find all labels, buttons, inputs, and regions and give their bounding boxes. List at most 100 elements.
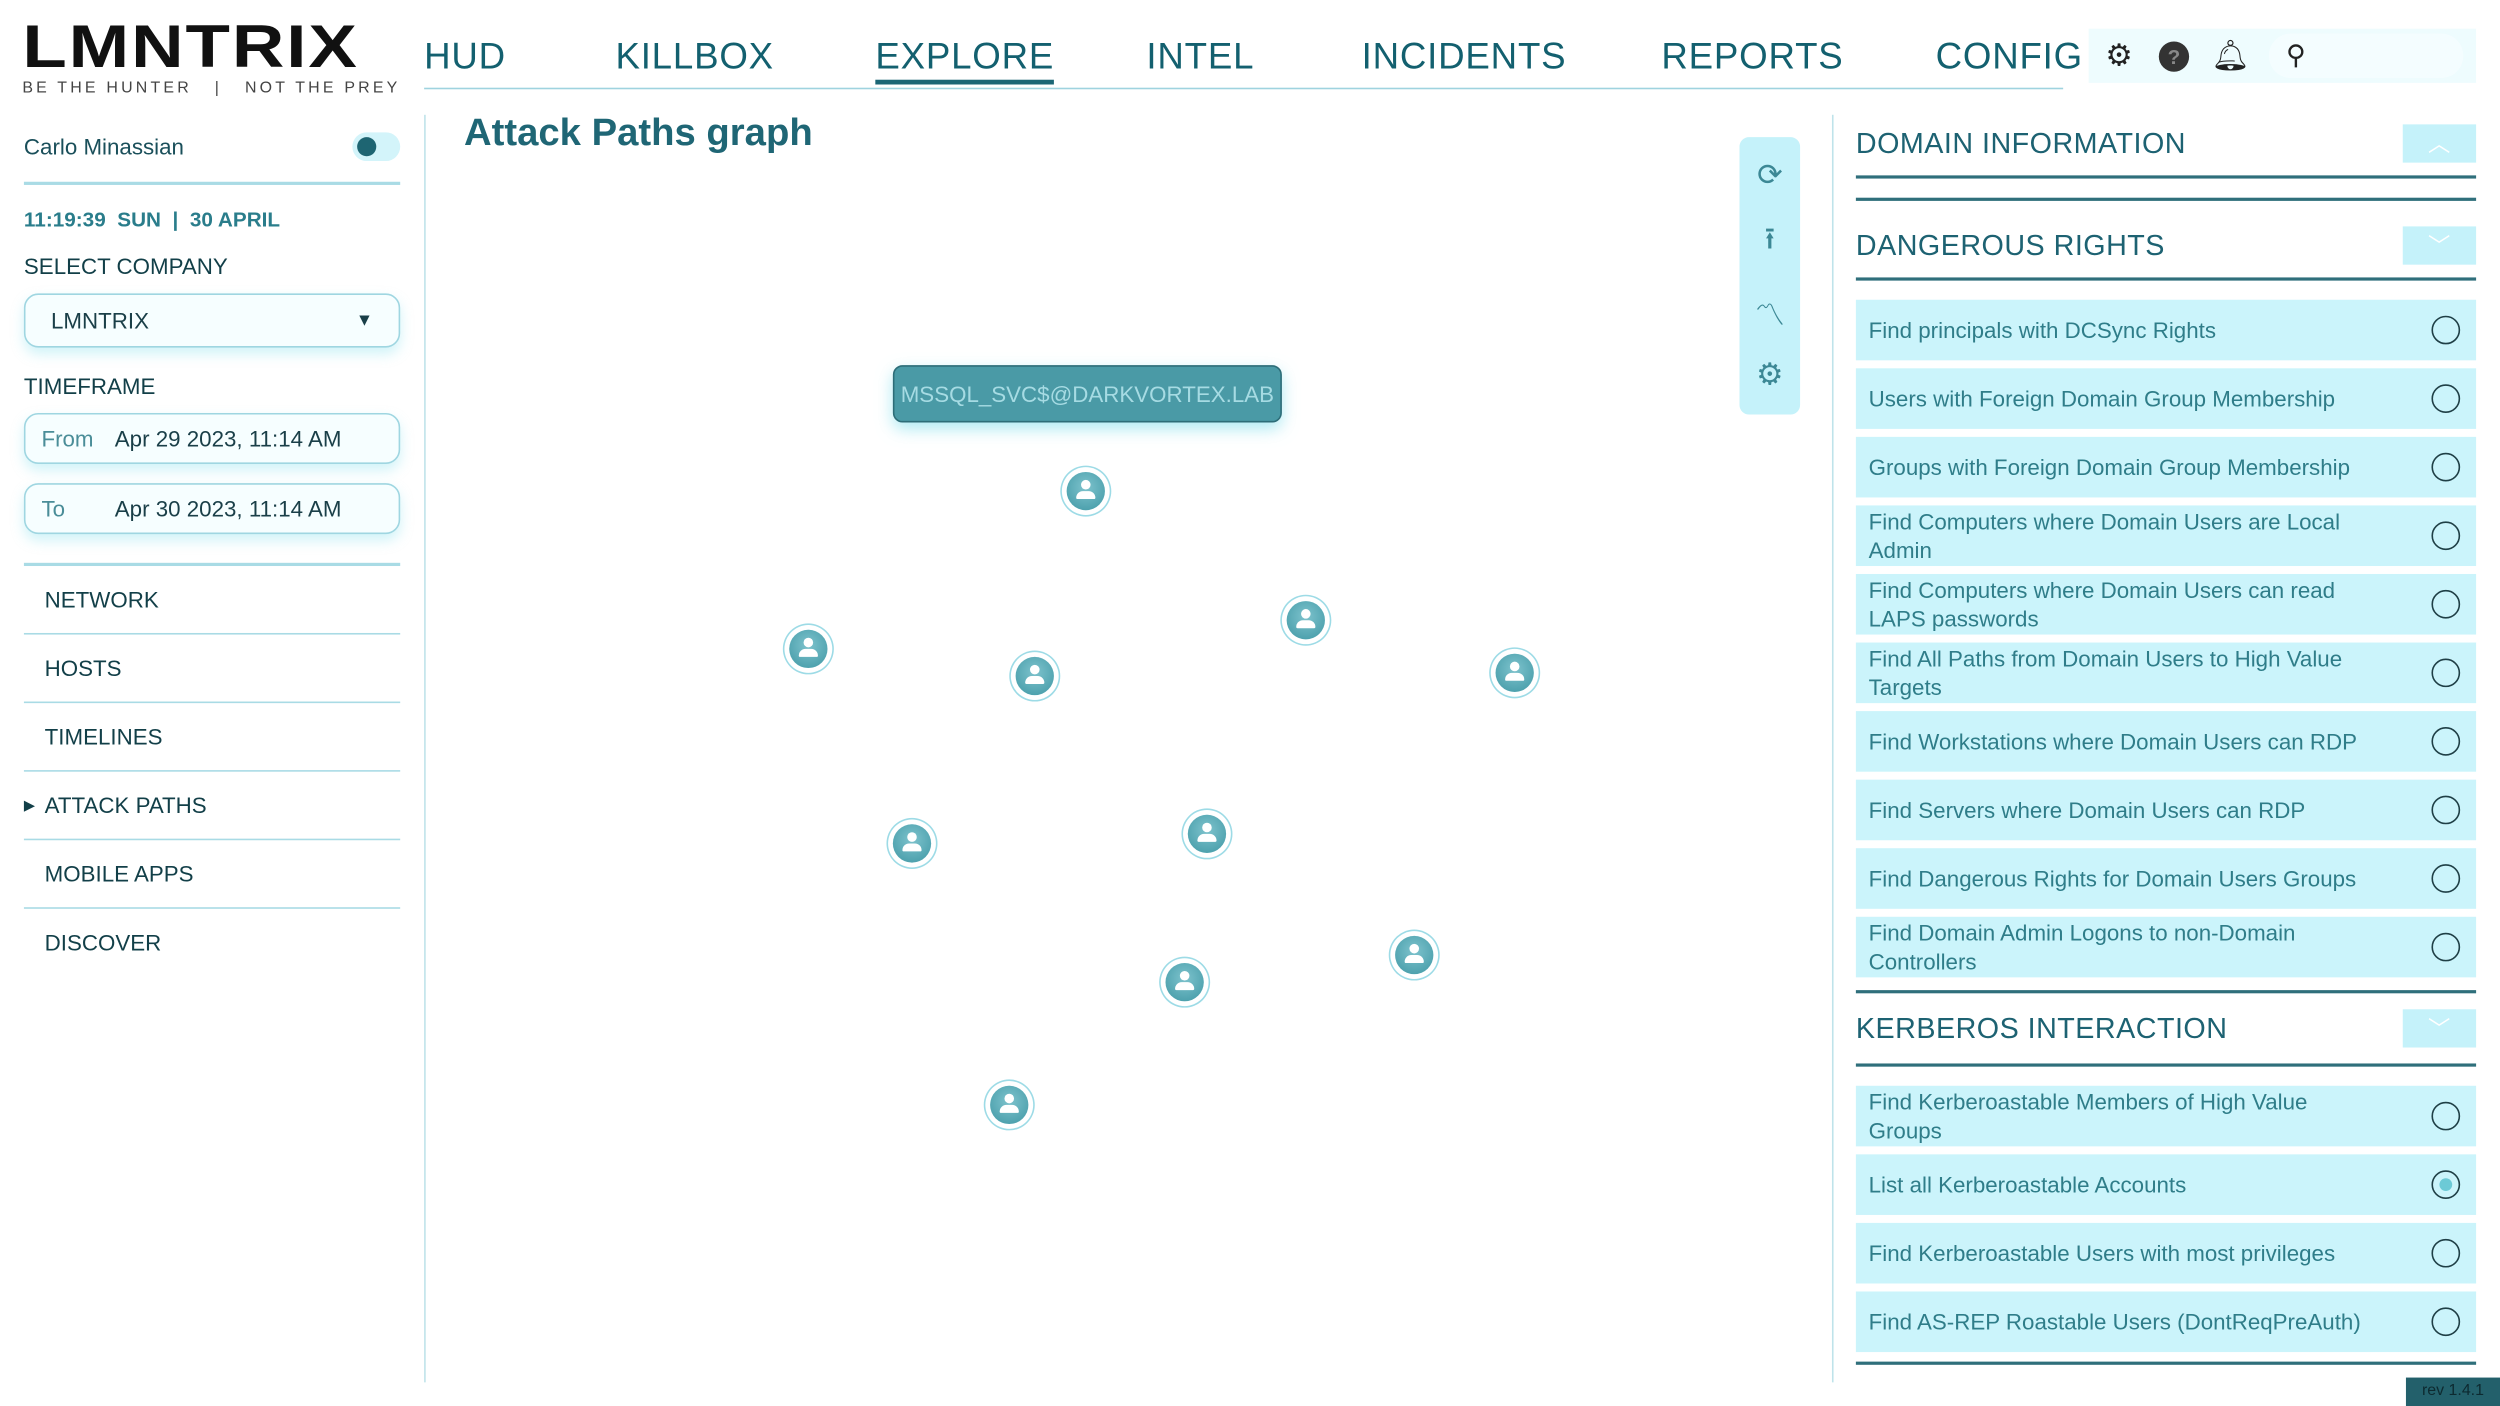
query-radio[interactable] [2431,589,2461,619]
menu-label: NETWORK [44,586,159,613]
section-title: DANGEROUS RIGHTS [1855,228,2165,261]
query-item[interactable]: Find Dangerous Rights for Domain Users G… [1855,848,2477,909]
page-title: Attack Paths graph [463,111,813,155]
search-icon: ⚲ [2285,39,2306,71]
query-item[interactable]: Find All Paths from Domain Users to High… [1855,642,2477,704]
sidebar-item-discover[interactable]: DISCOVER [24,909,400,976]
menu-label: HOSTS [44,655,122,681]
query-label: Find Computers where Domain Users are Lo… [1868,508,2341,563]
section-dangerous-rights: DANGEROUS RIGHTS ﹀ [1855,214,2477,281]
query-item[interactable]: Find Domain Admin Logons to non-Domain C… [1855,916,2477,978]
upload-icon[interactable]: ⭱ [1764,223,1776,258]
menu-label: ATTACK PATHS [44,792,207,818]
graph-toolbar: ⟳ ⭱ 〽 ⚙ [1739,137,1801,415]
query-item[interactable]: Find Workstations where Domain Users can… [1855,711,2477,772]
query-item[interactable]: Find Kerberoastable Members of High Valu… [1855,1085,2477,1147]
graph-node-user[interactable] [1395,935,1434,975]
lmntrix-logo[interactable]: LMNTRIX BE THE HUNTER | NOT THE PREY [22,18,401,98]
refresh-icon[interactable]: ⟳ [1757,159,1783,194]
query-radio[interactable] [2431,1101,2461,1131]
bell-icon[interactable]: 🔔︎ [2211,39,2250,74]
graph-node-user[interactable] [1495,653,1534,692]
sidebar-item-hosts[interactable]: HOSTS [23,635,401,704]
query-panel: DOMAIN INFORMATION ︿ DANGEROUS RIGHTS ﹀ … [1855,112,2477,1365]
section-title: KERBEROS INTERACTION [1855,1011,2228,1044]
trend-icon[interactable]: 〽 [1754,299,1785,333]
nav-config[interactable]: CONFIG [1935,35,2084,77]
query-radio[interactable] [2431,658,2461,688]
theme-toggle[interactable] [352,132,401,162]
nav-incidents[interactable]: INCIDENTS [1361,35,1567,77]
nav-hud[interactable]: HUD [424,35,506,77]
help-icon[interactable]: ? [2158,40,2190,71]
to-date-field[interactable]: To Apr 30 2023, 11:14 AM [23,483,401,535]
query-label: Find Kerberoastable Users with most priv… [1868,1240,2336,1266]
divider [424,114,426,1383]
query-item[interactable]: Find Computers where Domain Users can re… [1855,573,2477,635]
graph-node-user[interactable] [892,824,932,863]
company-select[interactable]: LMNTRIX ▼ [23,293,401,348]
query-item[interactable]: Find AS-REP Roastable Users (DontReqPreA… [1855,1291,2477,1353]
from-date-field[interactable]: From Apr 29 2023, 11:14 AM [23,412,401,464]
query-label: List all Kerberoastable Accounts [1868,1171,2187,1198]
query-item[interactable]: Groups with Foreign Domain Group Members… [1855,436,2477,498]
nav-reports[interactable]: REPORTS [1661,35,1844,77]
nav-killbox[interactable]: KILLBOX [615,35,774,77]
chevron-down-icon[interactable]: ﹀ [2402,226,2477,265]
query-radio[interactable] [2431,1307,2461,1337]
nav-intel[interactable]: INTEL [1146,35,1255,77]
graph-node-user[interactable] [990,1085,1029,1125]
query-radio[interactable] [2431,384,2461,413]
sidebar-item-timelines[interactable]: TIMELINES [23,703,401,772]
graph-node-user[interactable] [1286,601,1325,640]
menu-label: TIMELINES [44,723,163,750]
query-radio[interactable] [2431,452,2461,482]
query-item[interactable]: Find Servers where Domain Users can RDP [1855,779,2477,841]
chevron-down-icon[interactable]: ﹀ [2402,1009,2477,1048]
query-label: Find principals with DCSync Rights [1868,317,2216,343]
menu-label: MOBILE APPS [44,860,194,887]
query-item[interactable]: List all Kerberoastable Accounts [1855,1154,2477,1215]
query-label: Find Servers where Domain Users can RDP [1868,797,2306,823]
clock: 11:19:39 SUN | 30 APRIL [23,207,281,232]
query-label: Users with Foreign Domain Group Membersh… [1868,385,2336,412]
query-item[interactable]: Users with Foreign Domain Group Membersh… [1855,368,2477,429]
query-radio[interactable] [2431,521,2461,551]
query-item[interactable]: Find Kerberoastable Users with most priv… [1855,1222,2477,1284]
query-label: Find All Paths from Domain Users to High… [1868,645,2343,700]
query-label: Find Domain Admin Logons to non-Domain C… [1868,919,2296,975]
query-radio[interactable] [2431,932,2461,962]
sidebar-item-network[interactable]: NETWORK [23,566,401,635]
sidebar-item-attack-paths[interactable]: ▶ ATTACK PATHS [23,772,401,841]
graph-node-user[interactable] [1165,963,1204,1002]
query-radio[interactable] [2431,1238,2461,1268]
query-item[interactable]: Find Computers where Domain Users are Lo… [1855,505,2477,567]
graph-node-user[interactable] [1015,656,1054,696]
graph-node-user[interactable] [1187,814,1227,854]
search-input[interactable]: ⚲ [2268,33,2464,79]
to-value: Apr 30 2023, 11:14 AM [114,495,342,522]
sidebar-item-mobile-apps[interactable]: MOBILE APPS [23,840,401,909]
caret-right-icon: ▶ [23,796,35,813]
top-toolbar: ⚙ ? 🔔︎ ⚲ [2088,28,2477,83]
graph-node-user[interactable] [1066,471,1105,511]
logo-wordmark: LMNTRIX [22,14,359,82]
select-company-label: SELECT COMPANY [23,253,228,280]
query-radio[interactable] [2431,315,2461,345]
gear-icon[interactable]: ⚙ [1756,358,1784,393]
query-label: Find AS-REP Roastable Users (DontReqPreA… [1868,1309,2361,1335]
node-tooltip: MSSQL_SVC$@DARKVORTEX.LAB [892,365,1282,423]
chevron-up-icon[interactable]: ︿ [2402,124,2477,163]
query-item[interactable]: Find principals with DCSync Rights [1855,299,2477,361]
query-radio[interactable] [2431,795,2461,825]
query-radio[interactable] [2431,727,2461,756]
query-radio[interactable] [2431,1170,2461,1199]
settings-icon[interactable]: ⚙ [2105,39,2133,73]
graph-node-user[interactable] [789,629,828,669]
chevron-down-icon: ▼ [355,310,374,331]
company-value: LMNTRIX [51,307,150,334]
nav-explore[interactable]: EXPLORE [875,35,1055,85]
section-kerberos: KERBEROS INTERACTION ﹀ [1855,990,2477,1067]
query-radio[interactable] [2431,864,2461,893]
query-label: Find Dangerous Rights for Domain Users G… [1868,865,2357,892]
